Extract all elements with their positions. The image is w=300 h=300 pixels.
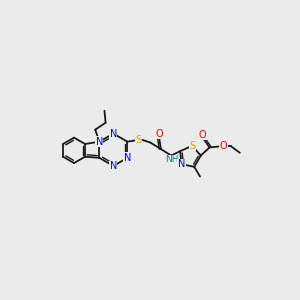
Text: N: N: [110, 161, 117, 171]
Text: S: S: [136, 135, 142, 145]
Text: NH: NH: [165, 155, 178, 164]
Text: O: O: [199, 130, 206, 140]
Text: S: S: [189, 141, 195, 151]
Text: N: N: [178, 159, 185, 169]
Text: N: N: [124, 153, 131, 163]
Text: O: O: [155, 129, 163, 139]
Text: N: N: [110, 129, 117, 139]
Text: O: O: [220, 141, 227, 151]
Text: N: N: [96, 137, 103, 147]
